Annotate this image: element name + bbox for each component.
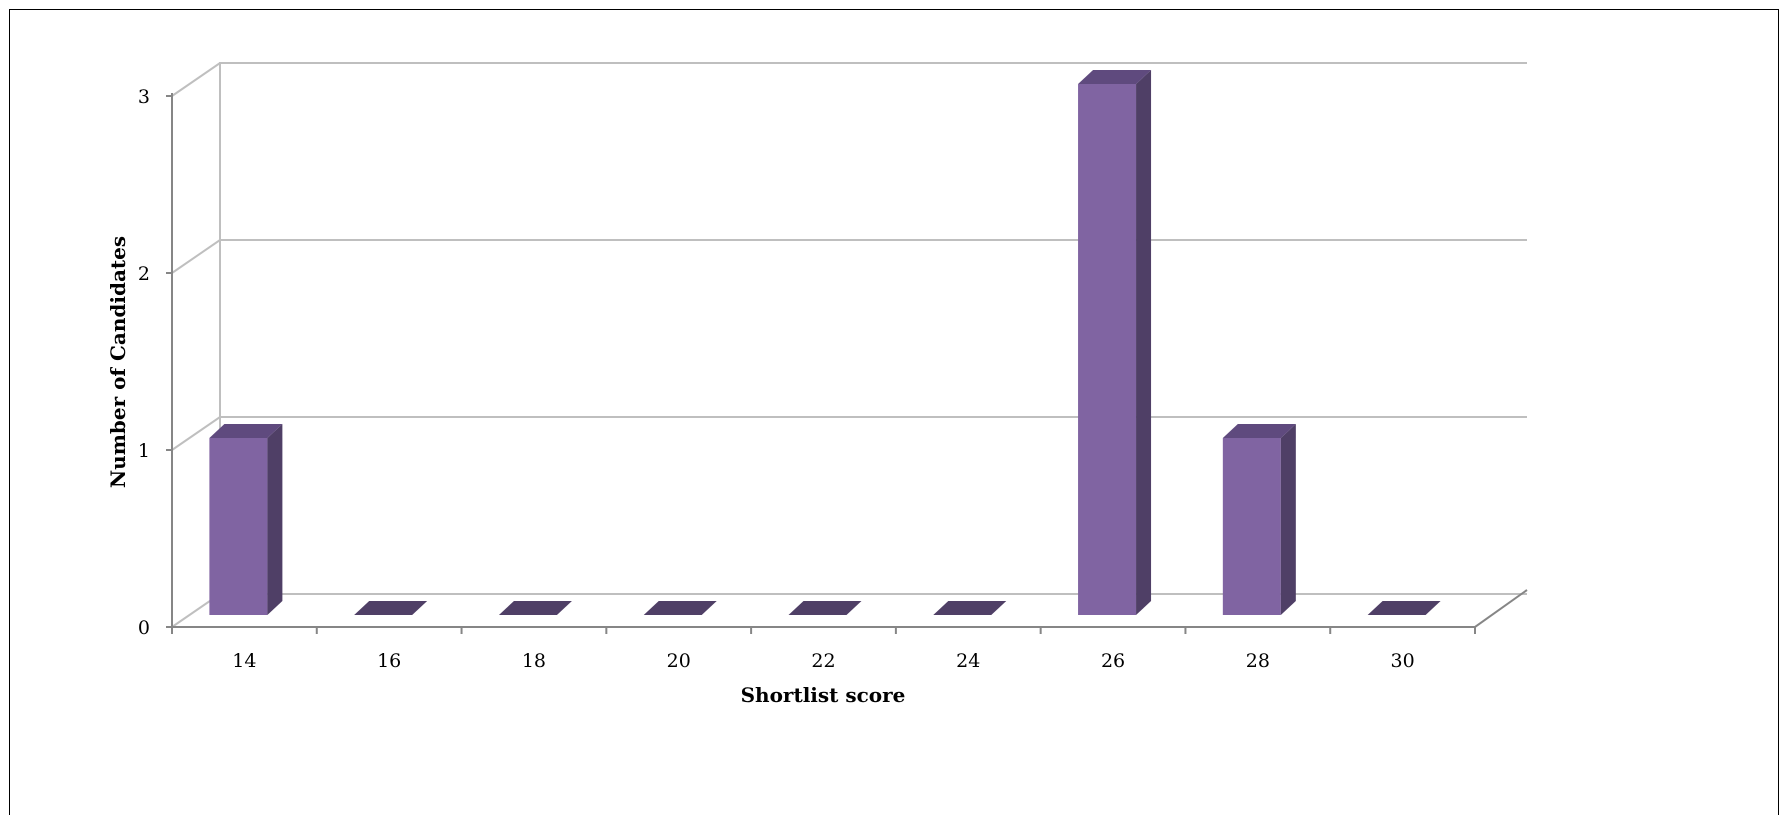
y-tick-label: 1 [138, 440, 150, 462]
bar-top [209, 424, 283, 438]
labels: 0 1 2 3 14 16 18 20 22 24 26 28 30 [138, 86, 1415, 672]
bar-front [209, 438, 268, 615]
y-tick-label: 2 [138, 263, 150, 285]
chart-frame [9, 9, 1779, 815]
y-axis-title: Number of Candidates [106, 236, 130, 488]
gridline [171, 62, 1527, 97]
axes [166, 93, 1528, 634]
gridlines [171, 62, 1527, 628]
bar [209, 424, 283, 615]
x-tick-label: 26 [1101, 650, 1125, 672]
bar-top [788, 601, 862, 615]
bar-side [1136, 70, 1152, 615]
x-tick-label: 24 [956, 650, 980, 672]
bar-front [1078, 84, 1137, 615]
bar [643, 601, 717, 615]
y-tick-label: 0 [138, 617, 150, 639]
bar-top [933, 601, 1007, 615]
gridline [171, 416, 1527, 451]
bars [209, 70, 1441, 615]
bar [788, 601, 862, 615]
x-tick-label: 30 [1391, 650, 1415, 672]
bar-top [1222, 424, 1296, 438]
bar-top [643, 601, 717, 615]
bar-top [498, 601, 572, 615]
bar-side [267, 424, 283, 615]
x-tick-label: 20 [667, 650, 691, 672]
bar [1078, 70, 1152, 615]
x-tick-label: 28 [1246, 650, 1270, 672]
bar [498, 601, 572, 615]
x-axis-title: Shortlist score [741, 683, 906, 707]
x-tick-label: 14 [232, 650, 256, 672]
x-tick-label: 22 [811, 650, 835, 672]
gridline [171, 239, 1527, 274]
y-tick-label: 3 [138, 86, 150, 108]
bar [933, 601, 1007, 615]
bar-top [1367, 601, 1441, 615]
bar-side [1280, 424, 1296, 615]
bar [354, 601, 428, 615]
x-tick-label: 18 [522, 650, 546, 672]
bar-top [354, 601, 428, 615]
bar [1367, 601, 1441, 615]
bar-front [1222, 438, 1281, 615]
bar [1222, 424, 1296, 615]
bar-top [1078, 70, 1152, 84]
x-tick-label: 16 [377, 650, 401, 672]
